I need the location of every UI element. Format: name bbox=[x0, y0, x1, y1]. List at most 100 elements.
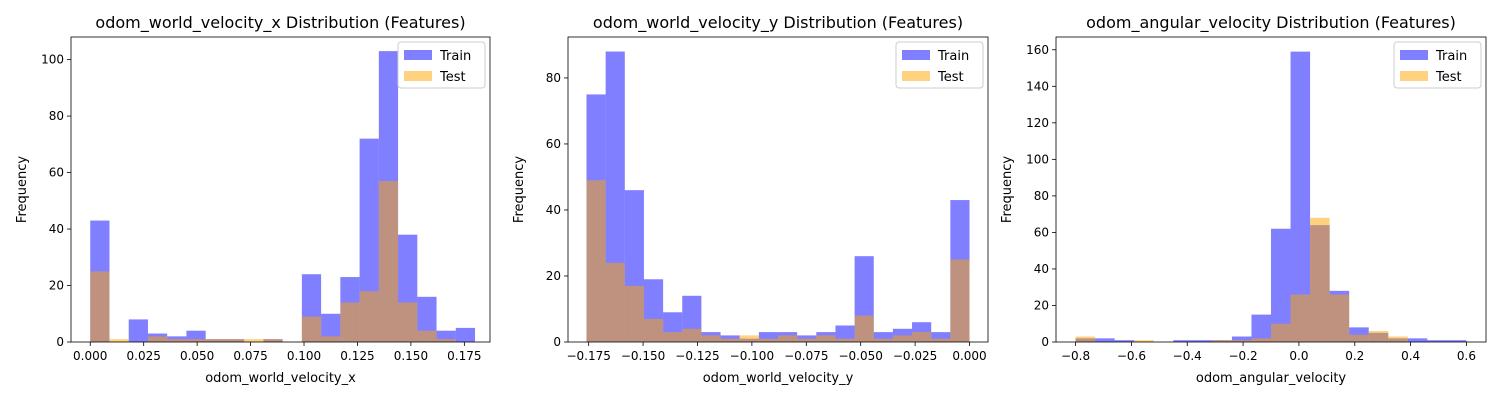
legend-label-train: Train bbox=[439, 49, 471, 64]
legend-swatch-test bbox=[1400, 71, 1428, 81]
histogram-bar-test bbox=[854, 315, 874, 342]
histogram-bar-test bbox=[663, 332, 683, 342]
legend: Train Test bbox=[1393, 41, 1482, 89]
histogram-bar-test bbox=[605, 262, 625, 342]
histogram-bar-test bbox=[1134, 340, 1154, 342]
legend-swatch-test bbox=[902, 71, 930, 81]
y-tick-label: 80 bbox=[1034, 189, 1049, 203]
y-tick-label: 80 bbox=[49, 109, 64, 123]
histogram-bar-test bbox=[586, 180, 606, 342]
y-tick-label: 0 bbox=[553, 335, 561, 349]
x-tick-label: −0.150 bbox=[621, 349, 665, 363]
histogram-bar-test bbox=[263, 339, 283, 342]
y-tick-label: 20 bbox=[546, 269, 561, 283]
histogram-bar-test bbox=[321, 336, 341, 342]
x-tick-label: −0.100 bbox=[730, 349, 774, 363]
legend: Train Test bbox=[895, 41, 984, 89]
series-train bbox=[1075, 51, 1467, 342]
x-tick-label: 0.075 bbox=[233, 349, 267, 363]
chart-title: odom_world_velocity_x Distribution (Feat… bbox=[95, 13, 465, 33]
histogram-bar-train bbox=[455, 327, 476, 342]
axes-frame bbox=[1055, 36, 1487, 343]
histogram-bar-test bbox=[1231, 340, 1252, 342]
histogram-bar-test bbox=[739, 335, 759, 342]
histogram-bar-test bbox=[1388, 336, 1408, 342]
y-tick-label: 40 bbox=[49, 222, 64, 236]
histogram-bar-train bbox=[758, 332, 778, 342]
histogram-bar-test bbox=[1368, 331, 1389, 342]
histogram-bar-test bbox=[244, 339, 264, 342]
histogram-bar-test bbox=[1290, 294, 1311, 342]
histogram-bar-test bbox=[359, 291, 379, 342]
x-tick-label: 0.0 bbox=[1289, 349, 1308, 363]
histogram-bar-train bbox=[1446, 340, 1467, 342]
y-tick-label: 100 bbox=[1026, 152, 1049, 166]
histogram-bar-test bbox=[624, 285, 644, 342]
histogram-bar-test bbox=[912, 332, 932, 342]
y-tick-label: 160 bbox=[1026, 43, 1049, 57]
histogram-bar-test bbox=[186, 339, 206, 342]
histogram-bar-train bbox=[1173, 340, 1193, 342]
legend-label-test: Test bbox=[439, 70, 466, 85]
histogram-bar-train bbox=[1427, 340, 1447, 342]
histogram-bar-train bbox=[1407, 338, 1428, 342]
x-tick-label: 0.000 bbox=[952, 349, 986, 363]
y-tick-label: 40 bbox=[1034, 262, 1049, 276]
axes-frame bbox=[567, 36, 989, 343]
legend-swatch-train bbox=[404, 50, 432, 60]
series-test bbox=[1075, 217, 1408, 342]
x-tick-label: 0.000 bbox=[73, 349, 107, 363]
histogram-bar-test bbox=[835, 338, 855, 342]
x-tick-label: −0.4 bbox=[1173, 349, 1202, 363]
histogram-bar-test bbox=[417, 330, 437, 342]
histogram-bar-train bbox=[128, 319, 148, 342]
histogram-bar-test bbox=[643, 318, 664, 342]
histogram-bar-test bbox=[892, 335, 913, 342]
histogram-bar-test bbox=[340, 302, 360, 342]
legend-swatch-train bbox=[1400, 50, 1428, 60]
legend-label-test: Test bbox=[1435, 70, 1462, 85]
histogram-bar-train bbox=[186, 330, 206, 342]
y-axis-label: Frequency bbox=[512, 156, 527, 223]
x-tick-label: −0.6 bbox=[1117, 349, 1146, 363]
x-tick-label: 0.150 bbox=[394, 349, 428, 363]
y-tick-label: 40 bbox=[546, 203, 561, 217]
chart-panel-3: −0.8 −0.6 −0.4 −0.2 0.0 0.2 0.4 0.6 0 20 40 60 80 100… bbox=[1000, 13, 1487, 386]
x-tick-label: 0.2 bbox=[1345, 349, 1364, 363]
histogram-bar-train bbox=[873, 332, 893, 342]
chart-panel-2: −0.175 −0.150 −0.125 −0.100 −0.075 −0.050 −0.0… bbox=[512, 13, 989, 386]
y-tick-label: 20 bbox=[1034, 298, 1049, 312]
histogram-bar-test bbox=[90, 271, 110, 342]
x-tick-label: −0.050 bbox=[838, 349, 882, 363]
x-tick-label: −0.025 bbox=[893, 349, 937, 363]
axes-frame bbox=[70, 36, 491, 343]
x-tick-label: −0.075 bbox=[784, 349, 828, 363]
x-tick-label: 0.6 bbox=[1457, 349, 1476, 363]
histogram-bar-train bbox=[1192, 340, 1213, 342]
y-axis-label: Frequency bbox=[15, 156, 30, 223]
y-tick-label: 80 bbox=[546, 71, 561, 85]
histogram-bar-test bbox=[1212, 340, 1232, 342]
x-tick-label: 0.4 bbox=[1401, 349, 1420, 363]
histogram-bar-test bbox=[1251, 338, 1271, 342]
histogram-bar-test bbox=[109, 339, 129, 342]
histogram-bar-train bbox=[1251, 314, 1271, 342]
y-tick-label: 0 bbox=[1041, 335, 1049, 349]
y-tick-label: 120 bbox=[1026, 116, 1049, 130]
x-tick-label: −0.175 bbox=[566, 349, 610, 363]
histogram-bar-test bbox=[1349, 334, 1369, 342]
histogram-bar-train bbox=[167, 336, 187, 342]
histogram-bar-test bbox=[720, 338, 740, 342]
x-tick-label: −0.125 bbox=[675, 349, 719, 363]
x-axis-label: odom_angular_velocity bbox=[1196, 371, 1347, 386]
chart-title: odom_world_velocity_y Distribution (Feat… bbox=[593, 13, 963, 33]
x-tick-label: 0.050 bbox=[180, 349, 214, 363]
histogram-bar-test bbox=[436, 339, 456, 342]
histogram-bar-test bbox=[398, 302, 418, 342]
histogram-bar-train bbox=[1290, 51, 1311, 342]
legend-label-test: Test bbox=[937, 70, 964, 85]
histogram-bar-test bbox=[682, 328, 702, 342]
histogram-bar-test bbox=[873, 338, 893, 342]
y-tick-label: 20 bbox=[49, 279, 64, 293]
